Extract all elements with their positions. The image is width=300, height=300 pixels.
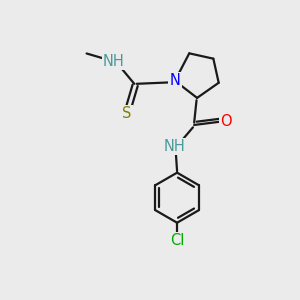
- Text: NH: NH: [103, 54, 125, 69]
- Text: N: N: [169, 74, 180, 88]
- Text: O: O: [220, 114, 232, 129]
- Text: S: S: [122, 106, 132, 121]
- Text: NH: NH: [163, 139, 185, 154]
- Text: Cl: Cl: [170, 233, 184, 248]
